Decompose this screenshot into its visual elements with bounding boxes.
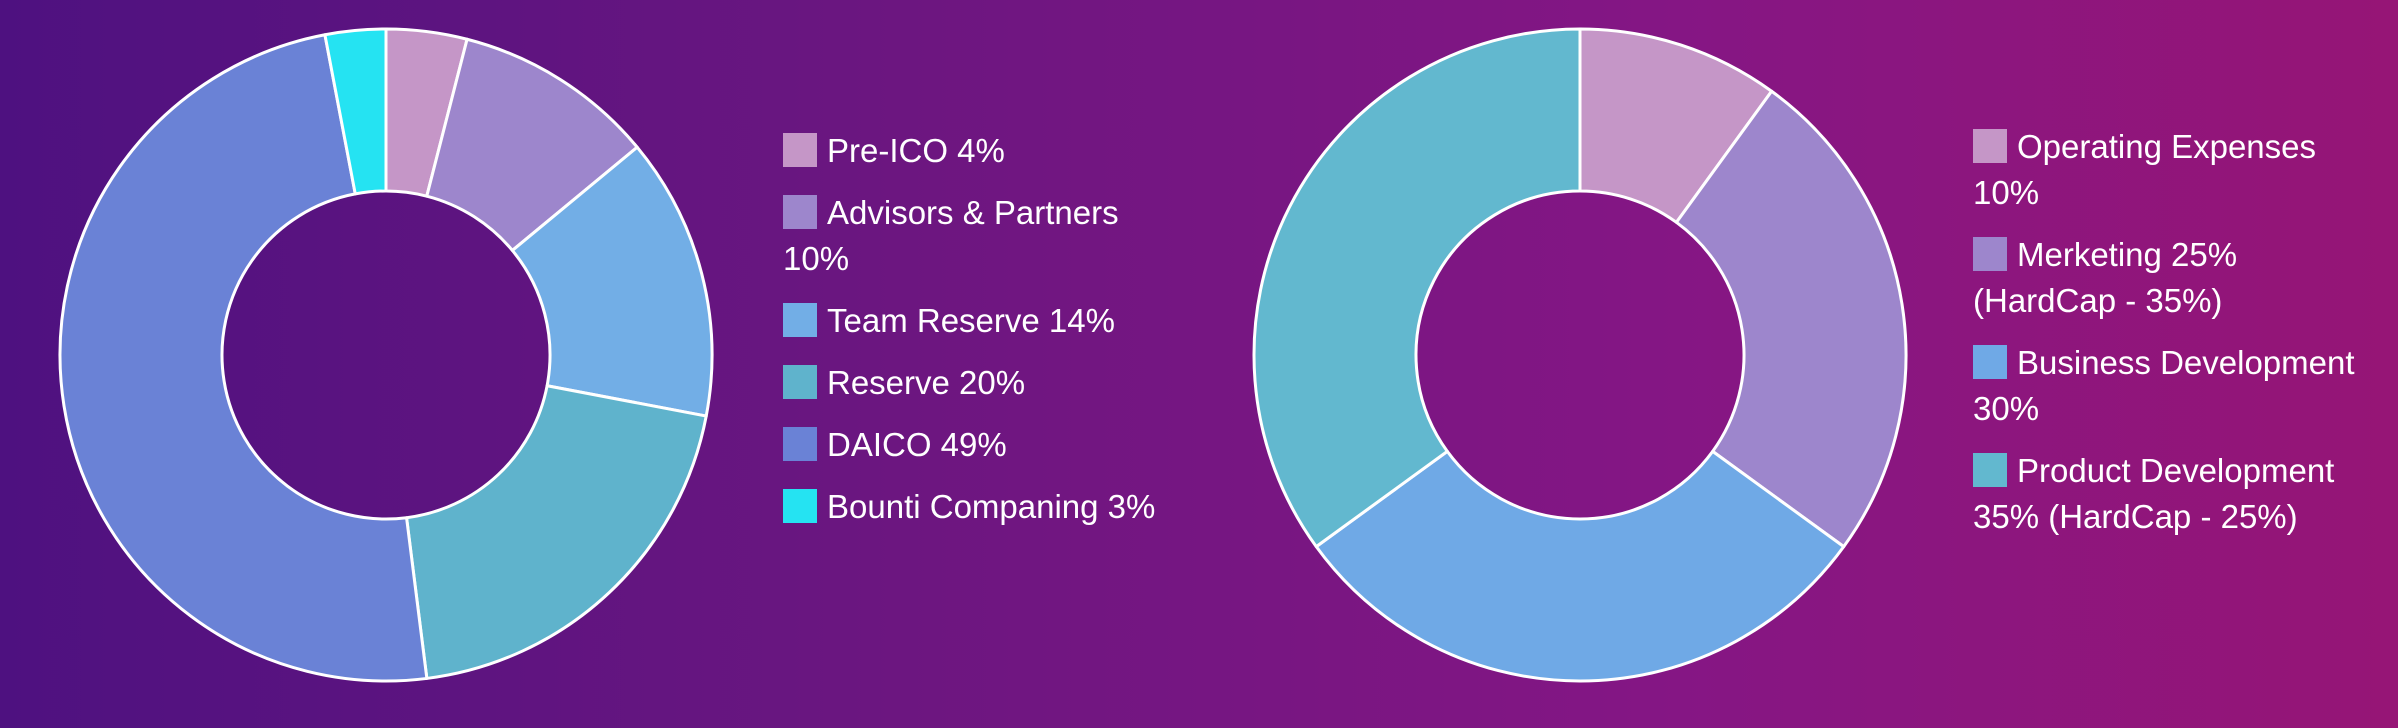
donut-slice-reserve[interactable] — [405, 384, 708, 680]
legend-2: Operating Expenses 10% Merketing 25% (Ha… — [1973, 124, 2373, 556]
legend-swatch — [1973, 345, 2007, 379]
legend-item[interactable]: Team Reserve 14% — [783, 298, 1163, 344]
donut-slice-team-reserve[interactable] — [510, 145, 714, 418]
legend-item[interactable]: DAICO 49% — [783, 422, 1163, 468]
legend-item[interactable]: Operating Expenses 10% — [1973, 124, 2373, 216]
donut-slice-bounti-companing[interactable] — [323, 27, 388, 196]
legend-swatch — [783, 133, 817, 167]
legend-swatch — [783, 489, 817, 523]
token-distribution-chart: Pre-ICO 4% Advisors & Partners 10% Team … — [58, 27, 1163, 683]
legend-swatch — [783, 427, 817, 461]
budget-allocation-chart: Operating Expenses 10% Merketing 25% (Ha… — [1200, 0, 2398, 728]
legend-item[interactable]: Pre-ICO 4% — [783, 128, 1163, 174]
legend-swatch — [1973, 237, 2007, 271]
legend-swatch — [783, 303, 817, 337]
legend-item[interactable]: Bounti Companing 3% — [783, 484, 1163, 530]
legend-label: Team Reserve 14% — [827, 302, 1115, 339]
legend-swatch — [783, 365, 817, 399]
donut-chart-1 — [58, 27, 714, 683]
legend-item[interactable]: Merketing 25% (HardCap - 35%) — [1973, 232, 2373, 324]
donut-slice-merketing[interactable] — [1674, 89, 1908, 549]
legend-label: DAICO 49% — [827, 426, 1007, 463]
legend-label: Pre-ICO 4% — [827, 132, 1005, 169]
legend-swatch — [783, 195, 817, 229]
legend-swatch — [1973, 129, 2007, 163]
donut-slice-daico[interactable] — [58, 33, 429, 683]
legend-label: Product Development 35% (HardCap - 25%) — [1973, 452, 2335, 535]
legend-item[interactable]: Business Development 30% — [1973, 340, 2373, 432]
legend-label: Advisors & Partners 10% — [783, 194, 1119, 277]
legend-swatch — [1973, 453, 2007, 487]
legend-label: Bounti Companing 3% — [827, 488, 1156, 525]
legend-item[interactable]: Advisors & Partners 10% — [783, 190, 1163, 282]
legend-label: Merketing 25% (HardCap - 35%) — [1973, 236, 2238, 319]
legend-label: Operating Expenses 10% — [1973, 128, 2317, 211]
legend-label: Reserve 20% — [827, 364, 1026, 401]
legend-item[interactable]: Product Development 35% (HardCap - 25%) — [1973, 448, 2373, 540]
donut-slice-business-development[interactable] — [1314, 449, 1846, 683]
legend-item[interactable]: Reserve 20% — [783, 360, 1163, 406]
legend-label: Business Development 30% — [1973, 344, 2355, 427]
legend-1: Pre-ICO 4% Advisors & Partners 10% Team … — [783, 128, 1163, 546]
donut-slice-product-development[interactable] — [1252, 27, 1582, 549]
donut-chart-2 — [1252, 27, 1908, 683]
